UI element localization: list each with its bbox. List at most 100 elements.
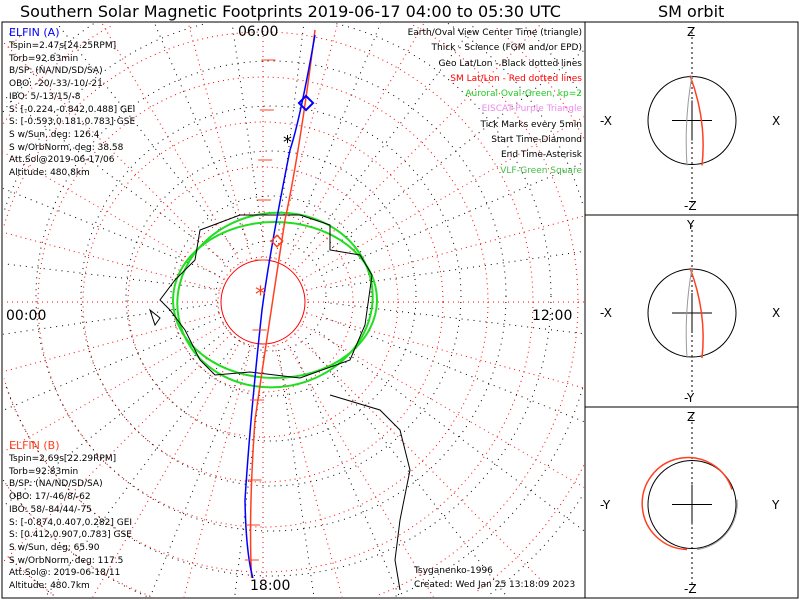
geo-longitude-line [149,351,250,598]
elfin_b-info-line: S: [0.412,0.907,0.783] GSE [9,530,132,541]
sm-axis-label-bottom: -Y [684,391,695,405]
geo-longitude-line [278,355,315,598]
legend-entry: EISCAT-Purple Triangle [481,104,582,115]
model-label: Tsyganenko-1996 [414,566,493,576]
geo-latitude-circle [80,105,462,487]
elfin_a-info-line: S w/OrbNorm, deg: 38.58 [9,142,124,153]
elfin_b-info-line: S w/Sun, deg: 65.90 [9,542,100,553]
elfin_a-info-line: Torb=92.83min [9,53,79,64]
sm-orbit-title: SM orbit [658,2,725,21]
geo-longitude-line [326,317,585,423]
created-label: Created: Wed Jan 25 13:18:09 2023 [414,580,576,590]
mlt-label-bottom: 18:00 [250,578,291,595]
sm-axis-label-right: Y [772,497,780,512]
south-america-coastline [329,394,411,591]
sm-axis-label-bottom: -Z [684,582,697,596]
geo-longitude-line [277,22,305,237]
elfin_b-info-line: Att.Sol@: 2019-06-18/11 [9,568,121,579]
sm-axis-label-left: -Y [600,497,611,512]
antarctica-coastline [159,214,373,379]
mlt-label-left: 00:00 [6,308,47,324]
elfin-a-start-diamond [297,94,315,112]
elfin-a-title: ELFIN (A) [9,26,60,39]
mlt-label-top: 06:00 [238,24,279,40]
elfin-a-orbit [685,75,693,166]
elfin_b-info-line: B/SP: (NA/ND/SD/SA) [9,479,103,490]
geo-longitude-line [306,22,477,249]
elfin-a-orbit [685,267,693,359]
island-coastline [148,308,161,327]
auroral-oval-outer [176,211,374,389]
sm-axis-label-bottom: -Z [684,199,697,213]
sm-axis-label-left: -X [600,306,612,320]
geo-longitude-line [2,263,212,290]
sm-axis-label-right: X [772,306,781,320]
elfin-b-track [249,29,316,586]
elfin-a-info: ELFIN (A) Tspin=2.47s[24.25RPM] Torb=92.8… [9,25,135,180]
elfin_a-info-line: Altitude: 480.8km [9,168,90,179]
sm-axis-label-top: Z [687,410,696,424]
sm-longitude-line [285,340,434,598]
geo-longitude-line [292,22,382,241]
elfin_b-info-line: Torb=92.83min [9,466,79,477]
elfin_b-info-line: Tspin=2.69s[22.29RPM] [9,454,117,464]
elfin_b-info-line: IBO: 58/-84/44/-75 [9,504,92,515]
geo-longitude-line [294,350,400,598]
sm-longitude-line [294,333,547,586]
elfin-a-orbit [696,499,738,550]
elfin_a-info-line: S: [-0.593,0.181,0.783] GSE [9,117,136,128]
sm-latitude-circle [3,31,534,573]
sm-axis-label-top: Y [687,218,695,232]
geo-longitude-line [317,49,585,260]
geo-latitude-circle [4,23,552,577]
elfin_a-info-line: Tspin=2.47s[24.25RPM] [9,41,117,51]
elfin_a-info-line: Att.Sol@2019-06-17/06 [9,155,115,166]
legend-entry: Start Time-Diamond [491,135,582,146]
elfin_b-info-line: Altitude: 480.7km [9,581,90,592]
legend-entry: VLF-Green Square [500,165,582,176]
elfin-b-start-diamond [270,234,284,248]
legend-entry: Auroral Oval-Green, kp=2 [465,89,582,100]
legend-entry: Earth/Oval View Center Time (triangle) [407,28,582,38]
plot-title: Southern Solar Magnetic Footprints 2019-… [20,2,561,21]
sm-longitude-line [306,313,585,389]
sm-axis-label-top: Z [687,25,696,39]
geo-latitude-circle [35,60,507,532]
elfin-b-orbit [689,75,704,166]
elfin_b-info-line: OBO: 17/-46/8/-62 [9,492,91,503]
elfin_a-info-line: B/SP: (NA/ND/SD/SA) [9,66,103,77]
mlt-label-right: 12:00 [532,308,573,324]
sm-longitude-line [183,345,252,598]
elfin_a-info-line: IBO: 5/-13/15/-8 [9,91,81,102]
sm-longitude-line [301,324,585,488]
elfin_b-info-line: S: [-0.874,0.407,0.282] GEI [9,517,133,528]
legend-entry: Thick - Science (FGM and/or EPD) [431,43,582,54]
legend-entry: SM Lat/Lon - Red dotted lines [450,73,582,84]
orbit-tracks: ** [244,29,316,586]
polar-grid [2,22,585,598]
sm-longitude-line [274,345,343,598]
geo-latitude-circle [2,22,584,597]
geo-longitude-line [330,250,585,289]
sm-longitude-line [101,22,241,264]
elfin-b-orbit [641,456,733,551]
elfin-a-track [244,34,316,586]
geo-longitude-line [2,319,217,411]
sm-panel-frame [584,406,799,599]
sm-axis-label-left: -X [600,113,612,128]
elfin-b-info: ELFIN (B) Tspin=2.69s[22.29RPM] Torb=92.8… [9,438,132,593]
elfin-a-end-asterisk: * [283,132,292,153]
geo-longitude-line [318,331,585,532]
sm-longitude-line [187,22,252,259]
elfin_b-info-line: S w/OrbNorm, deg: 117.5 [9,555,124,566]
geo-latitude-circle [170,195,372,397]
legend-entry: End Time-Asterisk [500,150,582,161]
elfin_a-info-line: S w/Sun, deg: 126.4 [9,129,100,140]
legend-entry: Tick Marks every 5min [480,119,582,130]
legend-entry: Geo Lat/Lon - Black dotted lines [438,58,582,69]
auroral-oval-inner [172,221,378,379]
geo-longitude-line [153,22,248,242]
sm-longitude-line [285,22,425,264]
geo-longitude-line [2,187,216,275]
